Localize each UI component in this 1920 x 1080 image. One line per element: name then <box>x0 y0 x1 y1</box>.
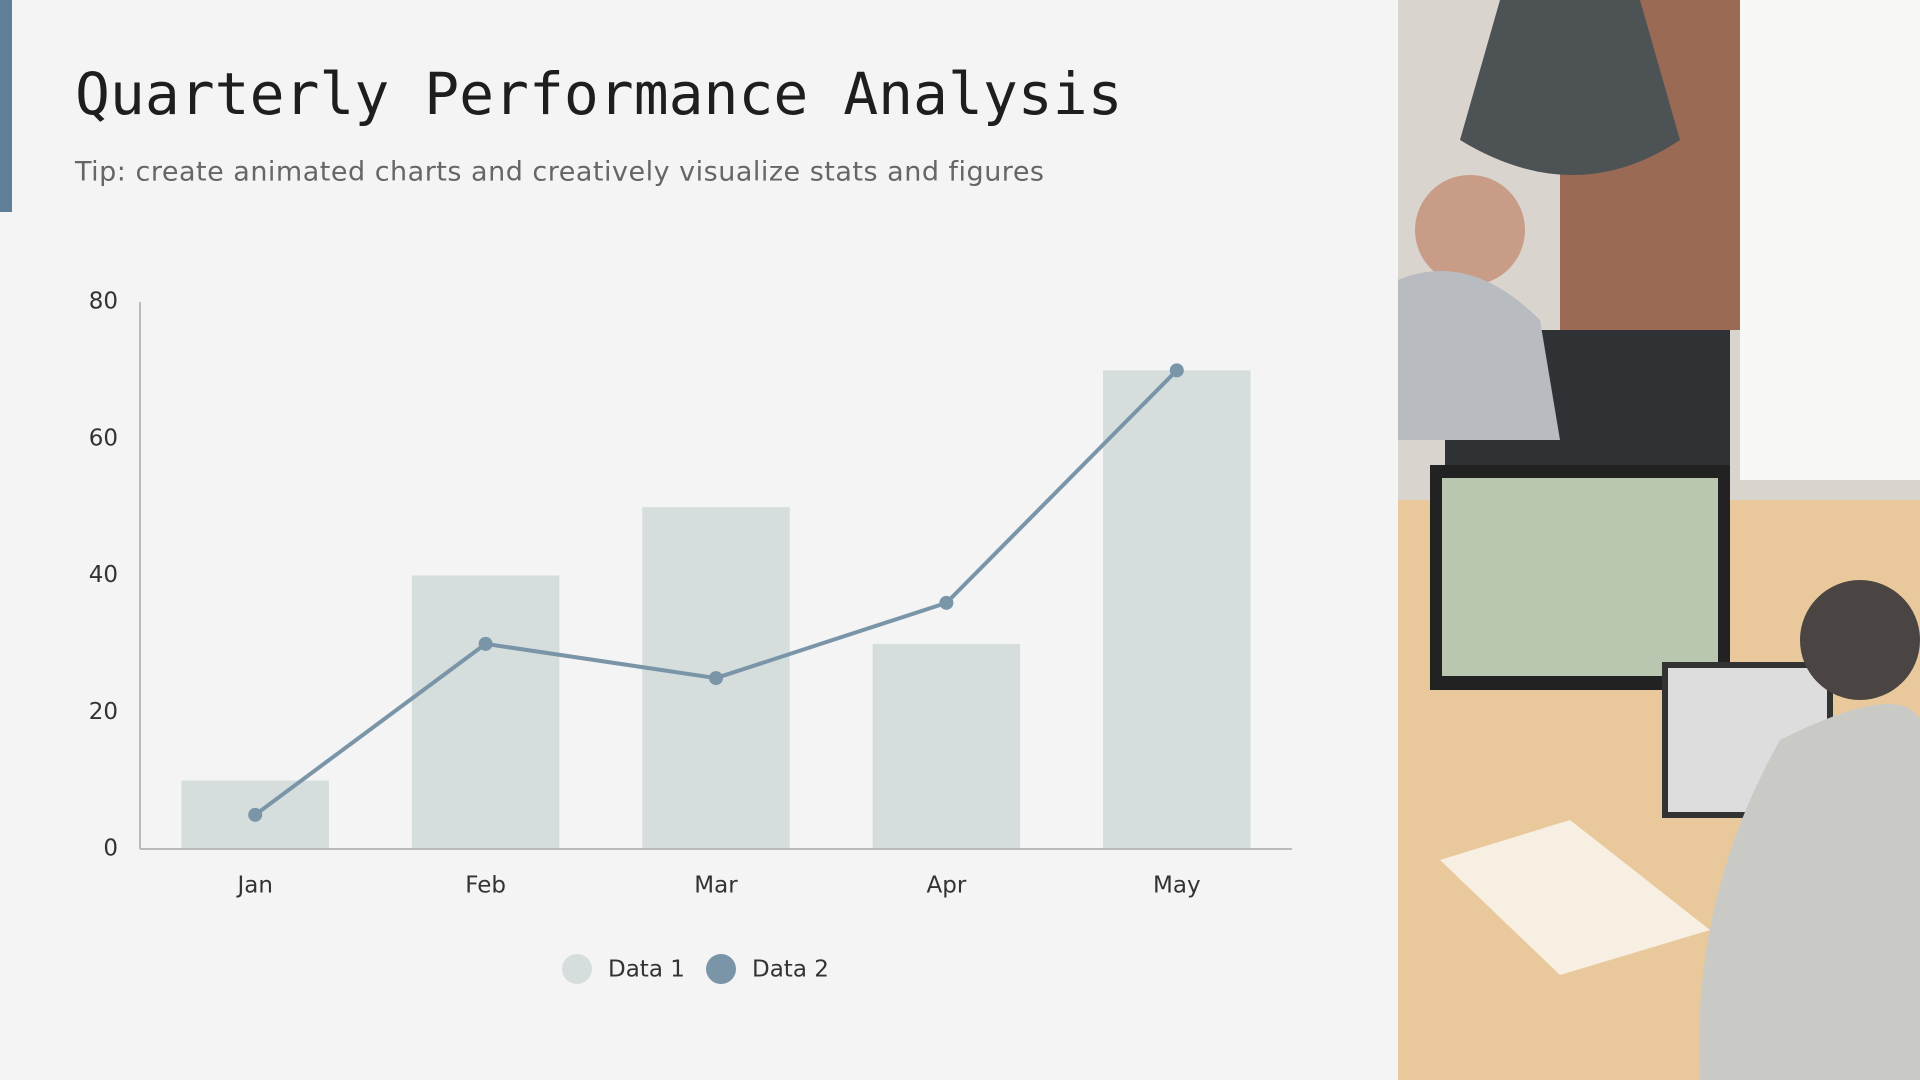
y-tick-label: 40 <box>89 562 118 588</box>
y-tick-label: 20 <box>89 699 118 725</box>
photo-person-1-body <box>1398 271 1560 440</box>
y-tick-label: 80 <box>89 289 118 315</box>
x-tick-label: May <box>1153 873 1201 899</box>
photo-person-2-body <box>1699 704 1920 1080</box>
y-tick-label: 60 <box>89 425 118 451</box>
x-tick-label: Jan <box>235 873 272 899</box>
x-tick-label: Feb <box>465 873 506 899</box>
photo-person-2 <box>1800 580 1920 700</box>
legend-label: Data 1 <box>608 957 685 983</box>
photo-lamp <box>1460 0 1680 175</box>
chart-subtitle: Tip: create animated charts and creative… <box>74 157 1045 188</box>
photo-window <box>1740 0 1920 480</box>
line-point <box>939 595 954 610</box>
photo-person-1 <box>1415 175 1525 285</box>
accent-bar <box>0 0 12 212</box>
office-photo <box>1398 0 1920 1080</box>
line-point <box>1169 363 1184 378</box>
legend-swatch <box>706 954 736 984</box>
photo-screen <box>1442 478 1718 676</box>
bar <box>872 643 1021 849</box>
legend-label: Data 2 <box>752 957 829 983</box>
chart-title: Quarterly Performance Analysis <box>75 60 1123 128</box>
line-point <box>248 807 263 822</box>
line-point <box>709 671 723 686</box>
x-tick-label: Apr <box>927 873 967 899</box>
photo-notebook <box>1440 820 1710 975</box>
line-point <box>478 636 493 651</box>
x-tick-label: Mar <box>694 873 738 899</box>
bar <box>1103 370 1251 849</box>
bar <box>411 575 560 849</box>
y-tick-label: 0 <box>103 836 118 862</box>
legend-swatch <box>562 954 592 984</box>
